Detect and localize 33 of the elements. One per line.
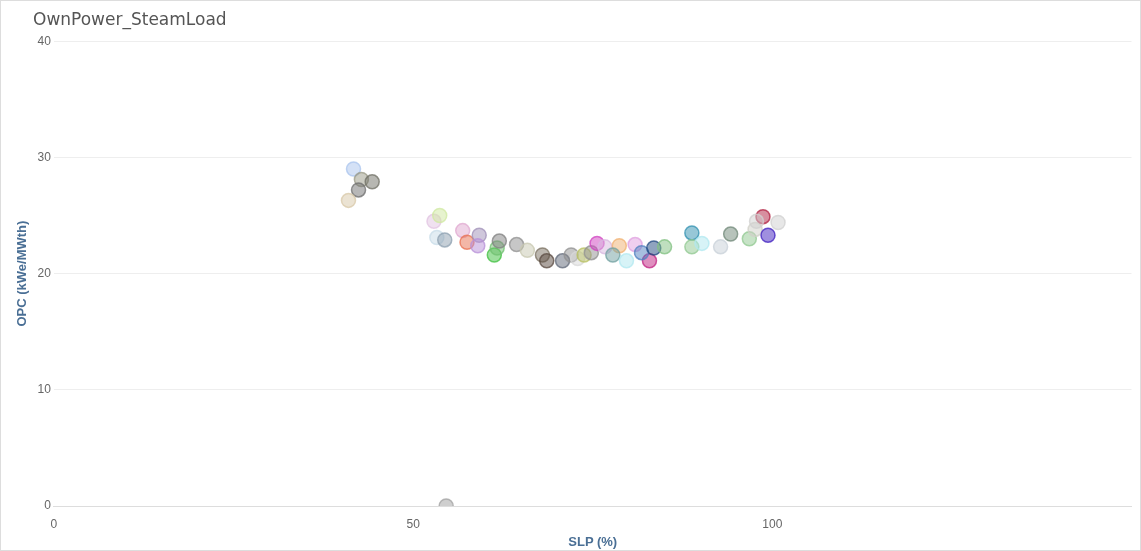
point [431,207,448,224]
y-axis-title: OPC (kWe/MWth) [14,220,30,327]
point [340,192,357,209]
point [633,244,650,261]
point [618,253,635,269]
chart-title: OwnPower_SteamLoad [33,9,227,29]
point [364,174,380,190]
x-tick-label: 100 [762,516,783,531]
y-tick-label: 30 [37,149,52,164]
y-tick-label: 10 [37,382,52,397]
point [748,213,765,230]
y-tick-label: 0 [44,498,52,513]
y-tick-label: 20 [37,265,52,280]
point [712,239,729,255]
point [519,242,536,259]
point [760,227,776,243]
point [684,225,700,241]
point [508,236,525,253]
point [350,182,367,198]
point [722,226,739,242]
y-tick-label: 40 [37,33,52,48]
point [345,161,362,177]
point [656,239,673,255]
point [539,253,555,269]
point [491,233,508,249]
point [694,235,710,252]
point [436,232,453,248]
point [454,222,471,239]
point [770,214,786,231]
point [605,247,621,263]
x-tick-label: 50 [406,516,421,531]
point [470,237,486,254]
x-axis-title: SLP (%) [568,533,618,549]
